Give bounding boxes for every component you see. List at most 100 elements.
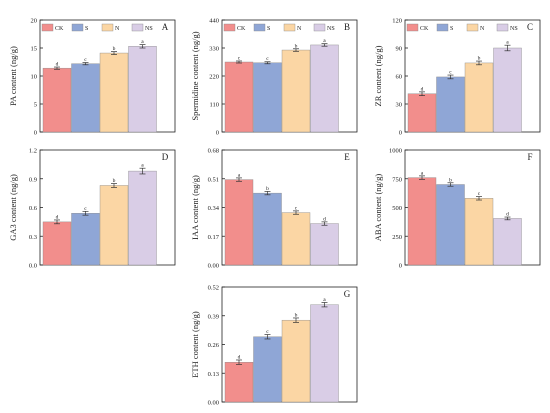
- legend-label: NS: [327, 26, 335, 32]
- legend: CK S N NS: [41, 23, 153, 32]
- significance-letter: c: [238, 55, 241, 61]
- panel-letter: G: [344, 289, 351, 299]
- significance-letter: a: [421, 170, 424, 176]
- significance-letter: b: [478, 56, 481, 62]
- y-tick-label: 0.0: [29, 263, 37, 270]
- legend-swatch-s: [436, 23, 449, 32]
- legend-swatch-ns: [496, 23, 509, 32]
- panel-letter: F: [527, 152, 532, 162]
- y-axis-label: PA content (ng/g): [8, 46, 18, 106]
- y-tick-label: 0.13: [208, 371, 219, 378]
- y-axis-label: IAA content (ng/g): [190, 175, 200, 240]
- bar-n: [99, 185, 129, 266]
- y-tick-label: 0: [34, 130, 37, 137]
- bar-ns: [493, 47, 522, 133]
- y-axis-label: GA3 content (ng/g): [8, 174, 18, 241]
- panel-letter: D: [162, 152, 169, 162]
- significance-letter: a: [323, 297, 326, 303]
- bar-s: [71, 63, 100, 133]
- panel-letter: C: [527, 22, 533, 32]
- significance-letter: b: [113, 46, 116, 52]
- legend-label: CK: [237, 26, 246, 32]
- significance-letter: c: [295, 205, 298, 211]
- significance-letter: c: [84, 57, 87, 63]
- y-axis-label: ZR content (ng/g): [373, 45, 383, 106]
- legend-label: S: [267, 26, 270, 32]
- legend-swatch-ck: [41, 23, 54, 32]
- legend-swatch-ck: [223, 23, 236, 32]
- panel-a: 0 5 10 15 20 PA content (ng/g) Ad c b a CK S N NS: [8, 18, 176, 137]
- significance-letter: b: [295, 312, 298, 318]
- legend-swatch-ns: [131, 23, 144, 32]
- bar-ns: [310, 44, 339, 133]
- y-tick-label: 0.00: [208, 263, 219, 270]
- y-tick-label: 0: [216, 130, 219, 137]
- panel-letter: A: [162, 22, 169, 32]
- significance-letter: c: [266, 329, 269, 335]
- y-tick-label: 15: [31, 46, 38, 53]
- bar-n: [281, 49, 311, 133]
- y-tick-label: 120: [392, 18, 402, 25]
- panel-d: 0.0 0.3 0.6 0.9 1.2 GA3 content (ng/g) Dd c b a: [8, 148, 176, 270]
- y-tick-label: 10: [31, 74, 38, 81]
- significance-letter: c: [449, 70, 452, 76]
- legend-label: CK: [420, 26, 429, 32]
- y-tick-label: 0.52: [208, 285, 219, 292]
- legend-label: N: [115, 26, 120, 32]
- bar-ck: [407, 177, 437, 266]
- y-tick-label: 0.9: [29, 176, 37, 183]
- bar-ns: [310, 304, 339, 403]
- y-tick-label: 0.26: [208, 342, 220, 349]
- y-tick-label: 0: [399, 263, 402, 270]
- bar-s: [436, 184, 465, 266]
- significance-letter: c: [84, 206, 87, 212]
- bar-s: [253, 62, 282, 133]
- y-tick-label: 750: [392, 176, 402, 183]
- significance-letter: b: [295, 43, 298, 49]
- y-axis-label: ETH content (ng/g): [190, 311, 200, 378]
- significance-letter: b: [266, 186, 269, 192]
- bar-ck: [42, 67, 72, 133]
- y-tick-label: 90: [396, 46, 403, 53]
- significance-letter: d: [506, 212, 509, 218]
- y-tick-label: 1.2: [29, 148, 37, 155]
- significance-letter: d: [323, 216, 326, 222]
- bar-s: [253, 192, 282, 266]
- bar-ns: [493, 218, 522, 266]
- significance-letter: d: [421, 86, 424, 92]
- legend-label: N: [480, 26, 485, 32]
- significance-letter: d: [56, 62, 59, 68]
- significance-letter: c: [478, 191, 481, 197]
- y-tick-label: 30: [396, 102, 403, 109]
- y-tick-label: 0.68: [208, 148, 219, 155]
- bar-n: [281, 212, 311, 266]
- y-tick-label: 0.3: [29, 234, 37, 241]
- legend-label: CK: [55, 26, 64, 32]
- bar-n: [99, 52, 129, 133]
- bar-s: [436, 76, 465, 133]
- significance-letter: c: [266, 56, 269, 62]
- significance-letter: d: [56, 214, 59, 220]
- bar-n: [464, 198, 494, 266]
- bar-n: [281, 319, 311, 403]
- y-tick-label: 0: [399, 130, 402, 137]
- significance-letter: a: [141, 39, 144, 45]
- significance-letter: a: [506, 40, 509, 46]
- bar-s: [253, 336, 282, 403]
- bar-ck: [42, 221, 72, 266]
- significance-letter: a: [141, 163, 144, 169]
- bar-n: [464, 62, 494, 133]
- y-tick-label: 0.51: [208, 176, 219, 183]
- legend-label: S: [85, 26, 88, 32]
- bar-ck: [407, 93, 437, 133]
- bar-ns: [128, 46, 157, 133]
- panel-f: 0 250 500 750 1000 ABA content (ng/g) Fa b c d: [373, 148, 541, 270]
- y-axis-label: Spermidine content (ng/g): [190, 31, 200, 120]
- y-tick-label: 1000: [389, 148, 402, 155]
- y-tick-label: 0.17: [208, 234, 220, 241]
- panel-b: 0 110 220 330 440 Spermidine content (ng/g) Bc…: [190, 18, 358, 137]
- legend-label: NS: [145, 26, 153, 32]
- y-tick-label: 0.00: [208, 400, 219, 407]
- legend-swatch-ck: [406, 23, 419, 32]
